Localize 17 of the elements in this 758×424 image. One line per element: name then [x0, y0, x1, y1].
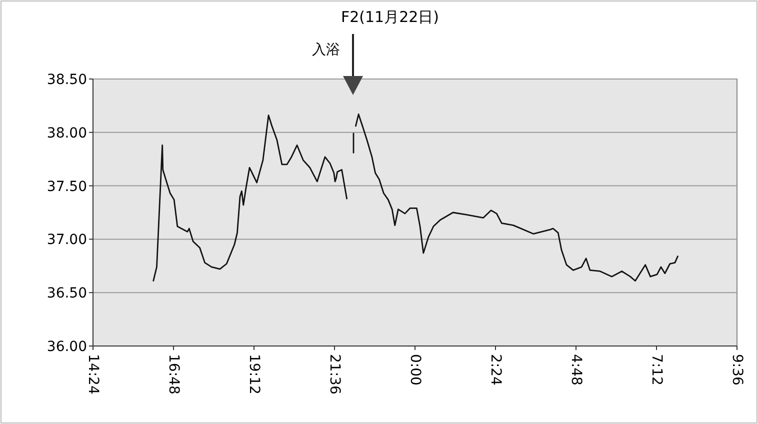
- y-tick-label: 36.00: [46, 339, 87, 355]
- y-tick-label: 37.00: [46, 232, 87, 248]
- x-tick-label: 19:12: [246, 354, 262, 394]
- y-tick-label: 37.50: [46, 178, 87, 195]
- y-tick-label: 38.00: [46, 125, 87, 142]
- chart-title: F2(11月22日): [340, 8, 440, 26]
- x-tick-label: 21:36: [326, 354, 342, 394]
- y-tick-label: 36.50: [46, 286, 87, 302]
- x-tick-label: 16:48: [166, 354, 182, 394]
- x-tick-label: 0:00: [407, 354, 423, 386]
- x-tick-label: 4:48: [568, 354, 584, 386]
- x-tick-label: 9:36: [729, 354, 745, 386]
- y-tick-label: 38.50: [46, 72, 87, 88]
- x-tick-label: 2:24: [488, 354, 504, 386]
- text: 入浴: [312, 42, 340, 58]
- x-tick-label: 14:24: [85, 354, 101, 394]
- x-tick-label: 7:12: [648, 354, 664, 386]
